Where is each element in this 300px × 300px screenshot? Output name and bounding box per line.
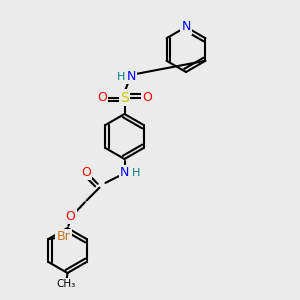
Text: O: O (97, 91, 107, 104)
Text: O: O (81, 166, 91, 179)
Text: H: H (132, 167, 140, 178)
Text: Br: Br (57, 230, 70, 243)
Text: O: O (142, 91, 152, 104)
Text: N: N (181, 20, 191, 34)
Text: H: H (117, 71, 126, 82)
Text: N: N (120, 166, 129, 179)
Text: S: S (120, 91, 129, 104)
Text: CH₃: CH₃ (56, 279, 76, 290)
Text: O: O (66, 210, 75, 223)
Text: N: N (127, 70, 136, 83)
